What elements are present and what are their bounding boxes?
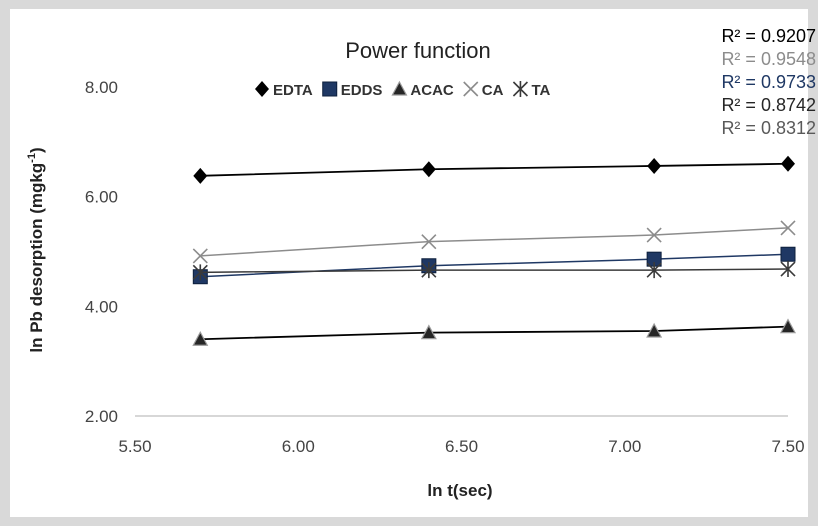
- data-point-ta: [192, 264, 208, 281]
- data-point-ta: [421, 262, 437, 279]
- legend-label-ca: CA: [482, 82, 504, 99]
- series-acac: [192, 318, 797, 346]
- r2-annotations: R² = 0.9207 R² = 0.9548 R² = 0.9733 R² = 0.…: [721, 26, 816, 138]
- data-point-edta: [421, 161, 436, 178]
- chart-title: Power function: [345, 38, 491, 63]
- y-tick-label: 4.00: [85, 297, 118, 316]
- data-point-ta: [780, 261, 796, 278]
- data-point-edta: [781, 155, 795, 172]
- legend-marker-ca: [463, 81, 479, 97]
- series-edta: [193, 155, 795, 184]
- x-tick-label: 6.00: [282, 437, 315, 456]
- legend-item-edta: EDTA: [255, 81, 313, 99]
- data-point-ta: [646, 262, 662, 279]
- r2-label: R² = 0.9207: [721, 26, 816, 46]
- legend-marker-edds: [322, 81, 338, 97]
- legend-item-ca: CA: [463, 81, 504, 99]
- data-point-ca: [646, 227, 662, 243]
- data-point-ca: [780, 220, 796, 236]
- y-tick-label: 8.00: [85, 78, 118, 97]
- y-axis-title-text: ln Pb desorption (mgkg-1): [26, 147, 46, 352]
- legend-item-acac: ACAC: [391, 80, 454, 99]
- x-tick-label: 7.00: [608, 437, 641, 456]
- chart-area: [10, 9, 808, 517]
- data-point-ca: [192, 248, 208, 264]
- legend-marker-ta: [512, 81, 529, 97]
- series-line-edds: [200, 253, 789, 278]
- data-point-edta: [193, 167, 208, 184]
- x-tick-label: 6.50: [445, 437, 478, 456]
- data-point-acac: [192, 330, 209, 346]
- series-edds: [192, 246, 796, 285]
- y-tick-label: 2.00: [85, 407, 118, 426]
- data-point-edds: [780, 246, 796, 262]
- series-line-acac: [200, 325, 789, 341]
- legend: EDTA EDDS ACAC CA TA: [255, 80, 550, 99]
- legend-label-ta: TA: [531, 82, 550, 99]
- legend-label-edds: EDDS: [341, 82, 383, 99]
- series-line-ta: [200, 268, 789, 274]
- series-line-ca: [200, 227, 789, 257]
- x-axis-title: ln t(sec): [427, 481, 492, 500]
- legend-label-edta: EDTA: [273, 82, 313, 99]
- data-point-ca: [421, 234, 437, 250]
- r2-label: R² = 0.8312: [721, 118, 816, 138]
- data-point-acac: [420, 324, 437, 340]
- x-tick-label: 5.50: [118, 437, 151, 456]
- data-point-edta: [647, 157, 662, 174]
- legend-label-acac: ACAC: [410, 82, 453, 99]
- legend-marker-acac: [391, 80, 408, 96]
- series-ca: [192, 220, 796, 264]
- legend-marker-edta: [255, 81, 269, 97]
- r2-label: R² = 0.9548: [721, 49, 816, 69]
- x-tick-label: 7.50: [771, 437, 804, 456]
- series-line-edta: [200, 162, 789, 177]
- data-point-acac: [646, 322, 663, 338]
- series-ta: [192, 261, 796, 281]
- data-point-acac: [779, 318, 797, 334]
- y-tick-label: 6.00: [85, 188, 118, 207]
- legend-item-edds: EDDS: [322, 81, 383, 99]
- legend-item-ta: TA: [512, 81, 550, 99]
- r2-label: R² = 0.8742: [721, 95, 816, 115]
- y-axis-title: ln Pb desorption (mgkg-1): [26, 147, 46, 352]
- r2-label: R² = 0.9733: [721, 72, 816, 92]
